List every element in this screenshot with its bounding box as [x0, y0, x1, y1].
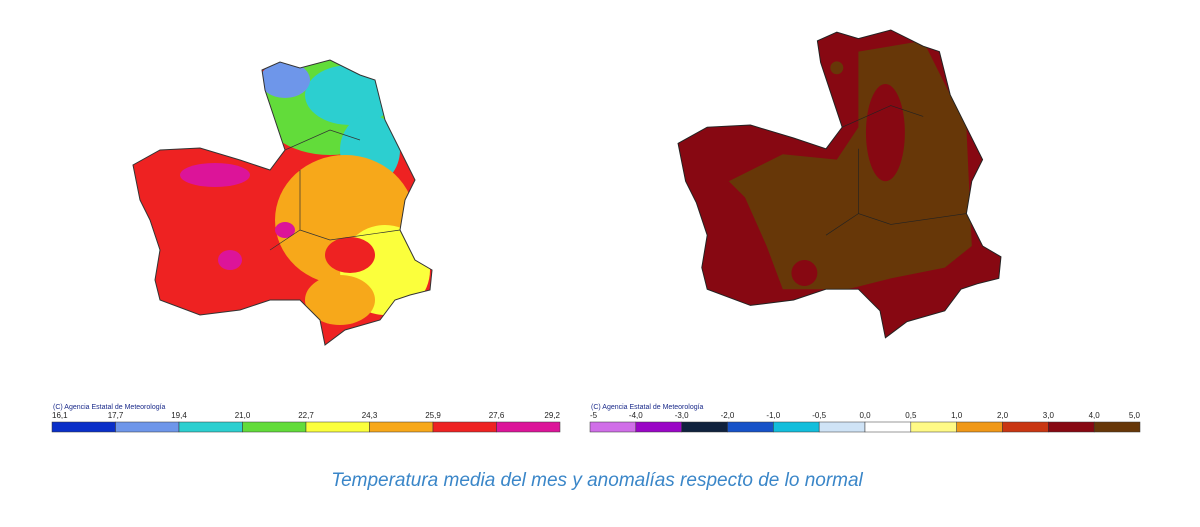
legend-swatch: [178, 421, 243, 433]
legend-label: 17,7: [108, 411, 124, 420]
legend-swatch: [818, 421, 866, 433]
legend-label: -1,0: [766, 411, 780, 420]
legend-label: 3,0: [1043, 411, 1055, 420]
legend-label: 0,0: [859, 411, 871, 420]
legend-swatch: [635, 421, 682, 433]
credit: (C) Agencia Estatal de Meteorología: [53, 404, 166, 411]
legend-swatch: [681, 421, 728, 433]
legend-swatch: [956, 421, 1003, 433]
anomaly-map: [677, 29, 1002, 339]
legend-label: -4,0: [629, 411, 643, 420]
legend-label: 22,7: [298, 411, 314, 420]
legend-swatch: [727, 421, 774, 433]
legend-label: 16,1: [52, 411, 68, 420]
legend-label: 1,0: [951, 411, 963, 420]
legend-swatch: [242, 421, 307, 433]
legend-swatch: [305, 421, 370, 433]
legend-label: -2,0: [721, 411, 735, 420]
legend-label: 19,4: [171, 411, 187, 420]
legend-swatch: [773, 421, 820, 433]
legend-swatch: [1093, 421, 1141, 433]
legend-label: -3,0: [675, 411, 689, 420]
legend-label: -5: [590, 411, 598, 420]
legend-swatch: [589, 421, 637, 433]
legend-label: 2,0: [997, 411, 1009, 420]
temperature-map: [132, 59, 433, 346]
legend-label: 4,0: [1089, 411, 1101, 420]
legend-swatch: [910, 421, 957, 433]
legend-swatch: [1002, 421, 1049, 433]
legend-label: 24,3: [362, 411, 378, 420]
legend-swatch: [115, 421, 180, 433]
legend-label: 0,5: [905, 411, 917, 420]
caption: Temperatura media del mes y anomalías re…: [331, 470, 863, 491]
legend-swatch: [496, 421, 561, 433]
credit: (C) Agencia Estatal de Meteorología: [591, 404, 704, 411]
legend-label: 29,2: [544, 411, 560, 420]
legend-swatch: [432, 421, 497, 433]
legend-swatch: [369, 421, 434, 433]
legend-label: 21,0: [235, 411, 251, 420]
legend-label: -0,5: [812, 411, 826, 420]
legend-swatch: [51, 421, 116, 433]
legend-label: 5,0: [1129, 411, 1141, 420]
legend-swatch: [864, 421, 912, 433]
legend-label: 27,6: [489, 411, 505, 420]
legend-swatch: [1048, 421, 1095, 433]
legend-label: 25,9: [425, 411, 441, 420]
